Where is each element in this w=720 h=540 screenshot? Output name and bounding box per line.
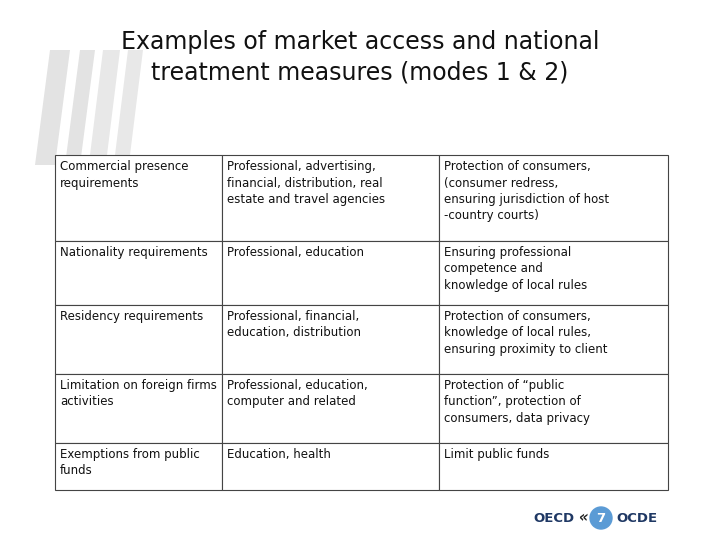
Bar (438, 374, 668, 443)
Text: OCDE: OCDE (616, 511, 657, 524)
Bar (55, 155, 222, 241)
Text: «: « (578, 510, 588, 525)
Text: Professional, education,
computer and related: Professional, education, computer and re… (227, 379, 367, 408)
Bar (55, 241, 222, 305)
Bar (222, 443, 438, 490)
Bar (438, 241, 668, 305)
Bar (222, 241, 438, 305)
Bar (438, 443, 668, 490)
Bar (55, 443, 222, 490)
Text: Education, health: Education, health (227, 448, 330, 461)
Text: Residency requirements: Residency requirements (60, 309, 203, 322)
Text: Examples of market access and national
treatment measures (modes 1 & 2): Examples of market access and national t… (121, 30, 599, 85)
Text: Limitation on foreign firms
activities: Limitation on foreign firms activities (60, 379, 217, 408)
Text: Professional, financial,
education, distribution: Professional, financial, education, dist… (227, 309, 361, 339)
Polygon shape (90, 50, 120, 155)
Bar (222, 155, 438, 241)
Text: Ensuring professional
competence and
knowledge of local rules: Ensuring professional competence and kno… (444, 246, 587, 292)
Polygon shape (35, 50, 70, 165)
Bar (55, 374, 222, 443)
Polygon shape (115, 50, 143, 155)
Text: Professional, advertising,
financial, distribution, real
estate and travel agenc: Professional, advertising, financial, di… (227, 160, 384, 206)
Polygon shape (65, 50, 95, 165)
Bar (438, 305, 668, 374)
Bar (222, 374, 438, 443)
Text: Nationality requirements: Nationality requirements (60, 246, 208, 259)
Text: Exemptions from public
funds: Exemptions from public funds (60, 448, 199, 477)
Text: Protection of consumers,
knowledge of local rules,
ensuring proximity to client: Protection of consumers, knowledge of lo… (444, 309, 607, 355)
Text: Protection of “public
function”, protection of
consumers, data privacy: Protection of “public function”, protect… (444, 379, 590, 425)
Text: OECD: OECD (534, 511, 575, 524)
Bar (222, 305, 438, 374)
Text: Professional, education: Professional, education (227, 246, 364, 259)
Bar (438, 155, 668, 241)
Bar (55, 305, 222, 374)
Text: Protection of consumers,
(consumer redress,
ensuring jurisdiction of host
-count: Protection of consumers, (consumer redre… (444, 160, 608, 222)
Text: 7: 7 (596, 511, 606, 524)
Circle shape (590, 507, 612, 529)
Text: Commercial presence
requirements: Commercial presence requirements (60, 160, 189, 190)
Text: Limit public funds: Limit public funds (444, 448, 549, 461)
